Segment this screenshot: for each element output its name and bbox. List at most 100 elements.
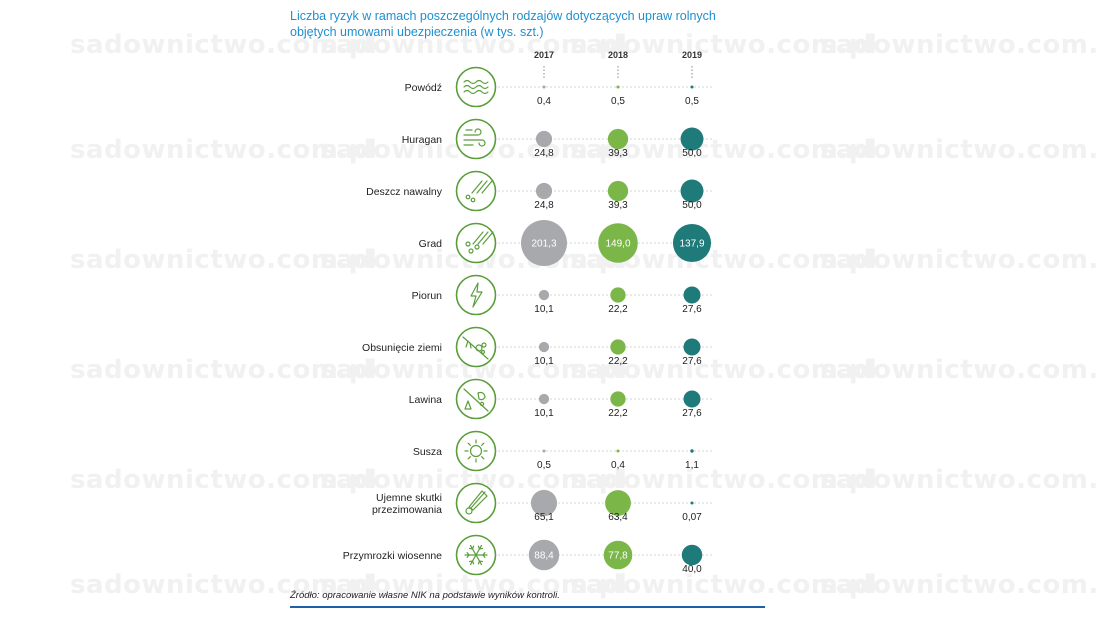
bubble-2017 — [538, 341, 550, 353]
data-label: 63,4 — [608, 512, 628, 523]
bubble-2018 — [603, 540, 633, 570]
bottom-rule — [290, 606, 765, 608]
row-label: Grad — [419, 238, 443, 250]
icon-circle — [455, 430, 497, 472]
row-label: Huragan — [402, 134, 442, 146]
data-label: 0,5 — [611, 96, 625, 107]
row-label-line: Deszcz nawalny — [366, 186, 443, 198]
bubble-2019 — [680, 127, 704, 151]
row-label: Powódź — [405, 82, 442, 94]
bubble-2017 — [542, 449, 546, 453]
data-label: 27,6 — [682, 304, 702, 315]
data-label: 27,6 — [682, 408, 702, 419]
row-label: Ujemne skutki przezimowania — [372, 492, 442, 516]
row-label-line: Obsunięcie ziemi — [362, 342, 442, 354]
landslide-icon — [462, 336, 489, 360]
year-header: 2019 — [682, 50, 702, 60]
row-label-line: Grad — [419, 238, 443, 250]
data-label: 10,1 — [534, 304, 554, 315]
bubble-2018 — [607, 180, 629, 202]
bubble-2018 — [607, 128, 629, 150]
year-header: 2017 — [534, 50, 554, 60]
avalanche-icon — [463, 388, 489, 412]
year-header: 2018 — [608, 50, 628, 60]
data-label: 201,3 — [531, 239, 556, 250]
data-label: 24,8 — [534, 148, 554, 159]
row-label: Przymrozki wiosenne — [343, 550, 442, 562]
row-label: Obsunięcie ziemi — [362, 342, 442, 354]
icon-circle — [455, 118, 497, 160]
bubble-2018 — [616, 85, 620, 89]
lightning-icon — [470, 282, 483, 308]
data-label: 0,5 — [685, 96, 699, 107]
wind-icon — [463, 128, 486, 147]
source-note: Źródło: opracowanie własne NIK na podsta… — [290, 590, 560, 601]
data-label: 24,8 — [534, 200, 554, 211]
bubble-2018 — [610, 391, 626, 407]
row-label-line: Ujemne skutki — [376, 492, 442, 504]
icon-circle — [455, 170, 497, 212]
bubble-2019 — [690, 85, 694, 89]
icon-circle — [455, 222, 497, 264]
data-label: 77,8 — [608, 551, 628, 562]
data-label: 22,2 — [608, 304, 628, 315]
data-label: 65,1 — [534, 512, 554, 523]
chart-title: Liczba ryzyk w ramach poszczególnych rod… — [290, 9, 716, 39]
data-label: 27,6 — [682, 356, 702, 367]
row-label-line: Huragan — [402, 134, 442, 146]
bubble-2019 — [683, 390, 701, 408]
row-label-line: Przymrozki wiosenne — [343, 550, 442, 562]
data-label: 0,4 — [537, 96, 551, 107]
bubble-2018 — [605, 490, 631, 516]
heavy-rain-icon — [465, 180, 493, 203]
data-label: 137,9 — [679, 239, 704, 250]
bubble-2019 — [690, 449, 694, 453]
row-label: Deszcz nawalny — [366, 186, 443, 198]
data-label: 10,1 — [534, 408, 554, 419]
data-label: 1,1 — [685, 460, 699, 471]
chart-row: Obsunięcie ziemi 10,1 22,2 27,6 — [362, 326, 712, 368]
thermometer-icon — [465, 490, 488, 515]
chart-row: Deszcz nawalny 24,8 39,3 50,0 — [366, 170, 712, 212]
bubble-2017 — [535, 182, 553, 200]
data-label: 50,0 — [682, 148, 702, 159]
chart-row: Przymrozki wiosenne 88,4 77,8 40,0 — [343, 534, 712, 576]
row-label-line: przezimowania — [372, 504, 442, 516]
icon-circle — [455, 274, 497, 316]
row-label-line: Susza — [413, 446, 442, 458]
data-label: 39,3 — [608, 148, 628, 159]
bubble-2017 — [530, 489, 558, 517]
row-label-line: Lawina — [409, 394, 442, 406]
data-label: 149,0 — [605, 239, 630, 250]
data-label: 22,2 — [608, 408, 628, 419]
bubble-2019 — [683, 286, 701, 304]
bubble-2017 — [528, 539, 560, 571]
chart-row: Susza 0,5 0,4 1,1 — [413, 430, 712, 472]
bubble-2017 — [538, 393, 550, 405]
bubble-2019 — [683, 338, 701, 356]
sun-icon — [464, 439, 488, 463]
bubble-2019 — [681, 544, 703, 566]
data-label: 22,2 — [608, 356, 628, 367]
bubble-2018 — [610, 339, 626, 355]
chart-row: Huragan 24,8 39,3 50,0 — [402, 118, 712, 160]
snowflake-icon — [464, 544, 488, 566]
bubble-2017 — [538, 289, 550, 301]
row-label-line: Piorun — [412, 290, 443, 302]
row-label: Susza — [413, 446, 442, 458]
bubble-2017 — [542, 85, 546, 89]
data-label: 39,3 — [608, 200, 628, 211]
icon-circle — [455, 378, 497, 420]
bubble-2017 — [535, 130, 553, 148]
row-label-line: Powódź — [405, 82, 442, 94]
row-label: Lawina — [409, 394, 442, 406]
data-label: 40,0 — [682, 564, 702, 575]
bubble-2019 — [672, 223, 712, 263]
bubble-2018 — [616, 449, 620, 453]
hail-icon — [465, 231, 494, 254]
data-label: 0,5 — [537, 460, 551, 471]
chart-row: Grad 201,3 149,0 137,9 — [419, 220, 712, 266]
bubble-2019 — [690, 501, 694, 505]
chart-row: Lawina 10,1 22,2 27,6 — [409, 378, 712, 420]
